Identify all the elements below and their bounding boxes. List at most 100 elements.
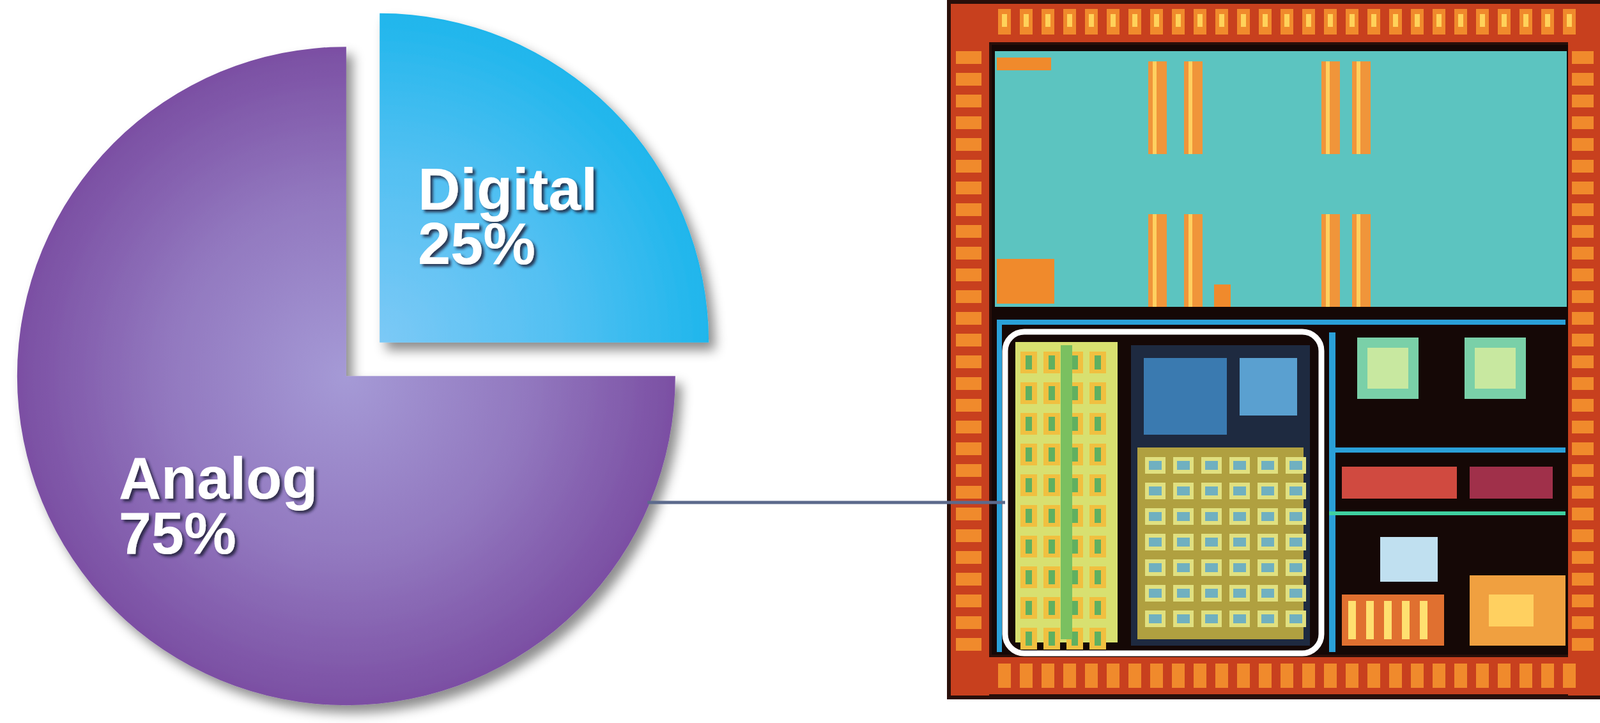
pad (955, 138, 982, 151)
array-cell (1020, 535, 1038, 558)
array-cell (1020, 566, 1038, 588)
transistor (1419, 600, 1428, 639)
array-cell-core (1094, 600, 1101, 615)
pad (955, 51, 982, 64)
canvas: Analog75%Digital25% (0, 0, 1600, 723)
pad-contact (1219, 14, 1225, 27)
transistor (1348, 600, 1356, 639)
pad (955, 159, 982, 173)
array-cell (1043, 535, 1061, 558)
pad (955, 72, 982, 86)
array-cell-core (1048, 600, 1055, 615)
array-cell (1020, 351, 1038, 374)
core-bar (1148, 61, 1167, 154)
pad (955, 246, 982, 260)
pad (955, 290, 982, 303)
pad (1302, 663, 1316, 688)
analog-core-cell (1257, 482, 1278, 500)
analog-core-cell-core (1289, 537, 1303, 547)
array-cell (1043, 382, 1061, 404)
routing (1329, 511, 1566, 516)
pad (1571, 181, 1594, 195)
pad-contact (1501, 14, 1507, 27)
pad (1389, 8, 1402, 35)
pad-ring-bottom (950, 656, 1600, 694)
analog-core-cell (1257, 533, 1278, 551)
analog-core-cell-core (1233, 486, 1247, 496)
core-bar-stripe (1188, 61, 1193, 154)
pad-contact (1306, 14, 1312, 27)
pad-contact (1088, 14, 1094, 27)
analog-core-cell (1173, 584, 1194, 602)
analog-core-cell-core (1205, 460, 1218, 470)
pad (955, 94, 982, 108)
analog-core-cell (1229, 533, 1250, 551)
pad-contact (1240, 14, 1247, 27)
pad (1063, 8, 1077, 35)
analog-core-cell-core (1261, 460, 1275, 470)
analog-core-cell (1145, 507, 1166, 525)
analog-core-cell (1173, 482, 1194, 500)
array-cell (1020, 504, 1038, 527)
array-cell (1089, 351, 1107, 374)
analog-core-cell (1201, 584, 1222, 602)
array-cell-core (1071, 569, 1078, 585)
pad (1150, 663, 1163, 688)
array-cell (1020, 382, 1038, 404)
core-block (994, 51, 1567, 307)
analog-core-cell (1257, 456, 1278, 474)
pad-contact (1197, 14, 1203, 27)
pad (1302, 8, 1316, 35)
pad (1571, 224, 1594, 238)
array-cell-core (1048, 569, 1055, 585)
pad (1410, 663, 1424, 688)
pad (1410, 8, 1424, 35)
array-cell (1043, 351, 1061, 374)
core-pad (1214, 284, 1231, 307)
pad-ring-top (950, 3, 1600, 43)
core-pad (996, 57, 1052, 71)
array-cell-core (1094, 631, 1101, 646)
pad (1519, 8, 1533, 35)
analog-core-cell-core (1261, 588, 1275, 598)
analog-core-cell-core (1261, 537, 1275, 547)
analog-core-cell-core (1289, 486, 1303, 496)
pad (1280, 663, 1294, 688)
analog-core-cell (1257, 584, 1278, 602)
slice-value-label: 25% (417, 210, 536, 277)
pad (1571, 72, 1594, 86)
pad (1571, 550, 1594, 564)
core-bar (1321, 61, 1340, 154)
core-bar (1352, 214, 1371, 307)
pad-ring-left (950, 3, 990, 696)
analog-core-cell-core (1205, 486, 1218, 496)
analog-core-cell-core (1233, 588, 1247, 598)
analog-core-cell-core (1148, 562, 1162, 572)
pad (1571, 594, 1594, 608)
pad (1571, 398, 1594, 412)
analog-core-cell (1229, 559, 1250, 576)
analog-core-cell-core (1233, 614, 1247, 624)
pad (1128, 663, 1142, 688)
array-cell-core (1094, 416, 1101, 431)
array-cell-core (1071, 508, 1078, 523)
analog-core-block (1143, 357, 1227, 435)
pad (1571, 615, 1594, 629)
array-cell-core (1048, 355, 1055, 370)
analog-core-cell-core (1205, 588, 1218, 598)
pad (1571, 311, 1594, 325)
analog-core-cell (1145, 584, 1166, 602)
pad (1128, 8, 1142, 35)
pad (1541, 663, 1554, 688)
array-cell (1020, 627, 1038, 650)
pad (1323, 663, 1337, 688)
analog-core-cell-core (1233, 537, 1247, 547)
array-cell-core (1071, 416, 1078, 431)
pad-contact (1414, 14, 1420, 27)
analog-core-cell (1201, 559, 1222, 576)
pad (955, 529, 982, 542)
pad-contact (1045, 14, 1051, 27)
array-cell-core (1094, 477, 1101, 493)
pad (1571, 94, 1594, 108)
pie (17, 13, 709, 705)
